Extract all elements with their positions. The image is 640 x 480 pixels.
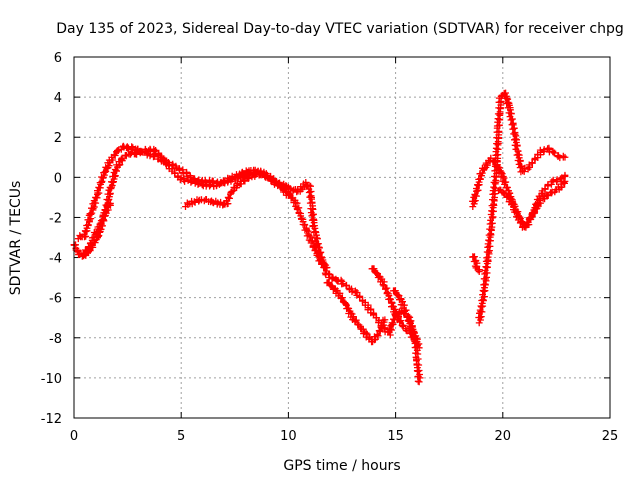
data-point xyxy=(561,153,569,161)
y-tick-label: -4 xyxy=(49,252,62,267)
y-tick-label: -8 xyxy=(49,332,62,347)
data-point-segment xyxy=(305,182,318,230)
data-point xyxy=(323,264,331,271)
data-point-segment xyxy=(105,148,120,164)
data-point-segment xyxy=(509,124,522,155)
data-point-segment xyxy=(513,151,526,175)
x-tick-label: 0 xyxy=(70,429,78,444)
data-point-segment xyxy=(493,94,505,130)
data-point-segment xyxy=(94,220,105,233)
x-tick-label: 25 xyxy=(602,429,619,444)
x-tick-label: 5 xyxy=(177,429,185,444)
data-point-segment xyxy=(182,197,196,210)
data-point-segment xyxy=(368,265,381,277)
y-tick-label: -2 xyxy=(49,211,62,226)
series-arc-4 xyxy=(182,169,292,210)
grid-lines xyxy=(74,57,610,418)
y-tick-label: -6 xyxy=(49,292,62,307)
data-point-segment xyxy=(297,215,312,235)
data-point xyxy=(561,171,569,179)
plot-frame xyxy=(73,56,611,419)
y-tick-label: 6 xyxy=(54,51,62,66)
data-point-segment xyxy=(469,253,478,261)
data-point-segment xyxy=(517,164,532,176)
data-point-segment xyxy=(171,169,185,182)
data-point-segment xyxy=(475,293,488,327)
data-point-segment xyxy=(396,295,410,315)
y-axis-ticks: -12 -10 -8 -6 -4 -2 0 2 4 6 xyxy=(41,51,610,427)
data-point xyxy=(381,316,389,324)
x-axis-ticks: 0 5 10 15 20 25 xyxy=(70,57,618,444)
data-point-segment xyxy=(401,310,416,331)
data-point-segment xyxy=(81,246,93,259)
series-arc-11 xyxy=(495,177,569,231)
data-point-segment xyxy=(323,279,336,291)
data-point-segment xyxy=(550,149,562,160)
data-point-segment xyxy=(470,257,481,270)
data-point xyxy=(561,177,569,185)
x-tick-label: 10 xyxy=(280,429,297,444)
data-point-segment xyxy=(500,89,513,109)
data-point-segment xyxy=(536,191,552,203)
y-tick-label: 4 xyxy=(54,91,62,106)
data-point-segment xyxy=(335,292,350,308)
data-point-segment xyxy=(504,104,517,129)
data-point-segment xyxy=(266,174,283,188)
data-point-segment xyxy=(544,178,556,189)
data-point-segment xyxy=(373,316,388,338)
data-point-segment xyxy=(100,159,114,177)
data-point-segment xyxy=(472,264,483,274)
y-tick-label: 0 xyxy=(54,171,62,186)
data-point-segment xyxy=(487,166,501,221)
data-point-segment xyxy=(227,184,240,196)
data-point-segment xyxy=(86,191,101,218)
data-points xyxy=(70,89,569,386)
data-point-segment xyxy=(388,299,401,321)
data-point-segment xyxy=(380,282,396,306)
data-point-segment xyxy=(483,214,496,262)
data-point-segment xyxy=(521,210,537,231)
data-point xyxy=(107,200,114,207)
data-point-segment xyxy=(491,124,503,170)
data-point-segment xyxy=(495,186,510,198)
data-point-segment xyxy=(208,177,221,187)
data-point-segment xyxy=(322,270,333,281)
series-arc-2 xyxy=(74,142,331,272)
data-point-segment xyxy=(80,211,95,240)
x-tick-label: 20 xyxy=(495,429,512,444)
y-tick-label: -10 xyxy=(41,372,62,387)
y-tick-label: -12 xyxy=(41,412,62,427)
data-point-segment xyxy=(479,256,492,300)
data-point-segment xyxy=(545,144,557,156)
chart-title: Day 135 of 2023, Sidereal Day-to-day VTE… xyxy=(56,21,624,37)
data-point-segment xyxy=(390,287,403,300)
data-point xyxy=(415,344,423,352)
series-arc-7 xyxy=(390,287,423,352)
data-point-segment xyxy=(309,223,322,249)
y-axis-label: SDTVAR / TECUs xyxy=(8,181,24,296)
data-point-segment xyxy=(556,152,567,162)
data-point xyxy=(415,378,423,386)
data-point-segment xyxy=(172,162,187,177)
y-tick-label: 2 xyxy=(54,131,62,146)
x-tick-label: 15 xyxy=(387,429,404,444)
data-point-segment xyxy=(374,273,388,289)
data-point xyxy=(285,191,292,199)
data-point-segment xyxy=(359,297,372,314)
series-arc-3 xyxy=(81,200,114,259)
x-axis-label: GPS time / hours xyxy=(283,458,400,474)
data-point-segment xyxy=(290,199,305,220)
data-point-segment xyxy=(97,209,110,225)
data-point-segment xyxy=(94,171,108,197)
data-point xyxy=(475,268,483,275)
data-point-segment xyxy=(529,197,544,217)
data-point-segment xyxy=(409,325,423,349)
series-arc-5 xyxy=(323,279,389,346)
data-point-segment xyxy=(473,170,485,194)
series-arc-10 xyxy=(469,253,483,275)
data-point-segment xyxy=(302,179,313,190)
series-arc-9 xyxy=(475,89,569,327)
data-point-segment xyxy=(106,166,120,192)
